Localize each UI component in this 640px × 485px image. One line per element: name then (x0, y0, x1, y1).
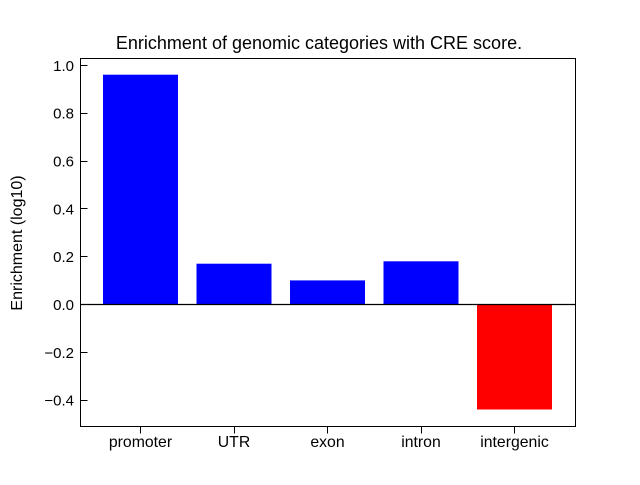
svg-text:UTR: UTR (218, 434, 250, 451)
svg-text:0.8: 0.8 (53, 106, 74, 123)
svg-text:intergenic: intergenic (480, 434, 549, 451)
svg-text:exon: exon (310, 434, 344, 451)
svg-text:promoter: promoter (109, 434, 172, 451)
svg-text:−0.4: −0.4 (44, 393, 74, 410)
svg-text:0.6: 0.6 (53, 154, 74, 171)
svg-text:Enrichment of genomic categori: Enrichment of genomic categories with CR… (116, 33, 522, 53)
svg-text:1.0: 1.0 (53, 58, 74, 75)
svg-text:−0.2: −0.2 (44, 345, 74, 362)
svg-text:0.2: 0.2 (53, 249, 74, 266)
svg-text:intron: intron (401, 434, 441, 451)
svg-text:Enrichment (log10): Enrichment (log10) (9, 175, 26, 310)
svg-text:0.4: 0.4 (53, 201, 74, 218)
svg-text:0.0: 0.0 (53, 297, 74, 314)
